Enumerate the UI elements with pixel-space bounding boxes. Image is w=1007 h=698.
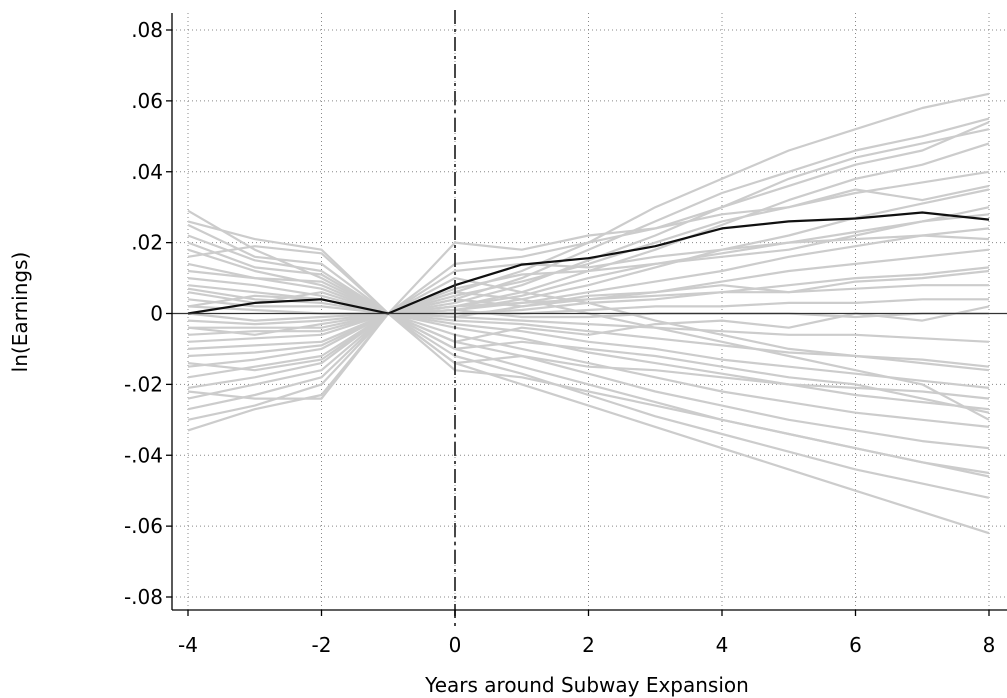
y-tick-label: -.08	[124, 585, 163, 609]
placebo-series-line	[187, 170, 990, 315]
placebo-series-line	[187, 291, 990, 400]
x-tick-label: 8	[983, 633, 996, 657]
placebo-series-line	[187, 227, 990, 315]
placebo-series-line	[187, 234, 990, 315]
y-tick-label: .04	[131, 160, 163, 184]
reference-lines	[172, 10, 1007, 628]
placebo-series-line	[187, 128, 990, 315]
tick-labels: .08 .06 .04 .02 0 -.02 -.04 -.06 -.08 -4 -2 0 2 4 6 8	[124, 18, 995, 657]
y-tick-label: .06	[131, 89, 163, 113]
x-tick-label: 6	[849, 633, 862, 657]
placebo-series-line	[187, 312, 990, 343]
placebo-series-line	[187, 206, 990, 315]
series-lines	[187, 92, 990, 535]
placebo-series-line	[187, 277, 990, 372]
x-tick-label: 4	[716, 633, 729, 657]
y-tick-label: .02	[131, 231, 163, 255]
placebo-series-line	[187, 184, 990, 315]
placebo-series-line	[187, 312, 990, 450]
placebo-series-line	[187, 312, 990, 411]
y-axis-title: ln(Earnings)	[8, 252, 32, 373]
x-tick-label: 2	[582, 633, 595, 657]
y-tick-label: 0	[150, 302, 163, 326]
axes	[166, 13, 1007, 616]
placebo-series-line	[187, 312, 990, 414]
y-tick-label: -.04	[124, 443, 163, 467]
x-tick-label: 0	[449, 633, 462, 657]
x-tick-label: -4	[178, 633, 198, 657]
y-tick-label: -.02	[124, 372, 163, 396]
placebo-series-line	[187, 312, 990, 428]
placebo-series-line	[187, 312, 990, 499]
placebo-series-line	[187, 117, 990, 315]
y-tick-label: -.06	[124, 514, 163, 538]
x-tick-label: -2	[312, 633, 332, 657]
placebo-series-line	[187, 312, 990, 535]
y-tick-label: .08	[131, 18, 163, 42]
placebo-series-line	[187, 308, 989, 336]
x-axis-title: Years around Subway Expansion	[424, 673, 749, 697]
placebo-series-line	[187, 284, 989, 326]
placebo-series-line	[187, 312, 990, 478]
placebo-series-line	[188, 298, 989, 329]
main-estimate-line	[187, 211, 990, 315]
placebo-series-line	[187, 121, 990, 315]
placebo-series-line	[187, 312, 990, 389]
